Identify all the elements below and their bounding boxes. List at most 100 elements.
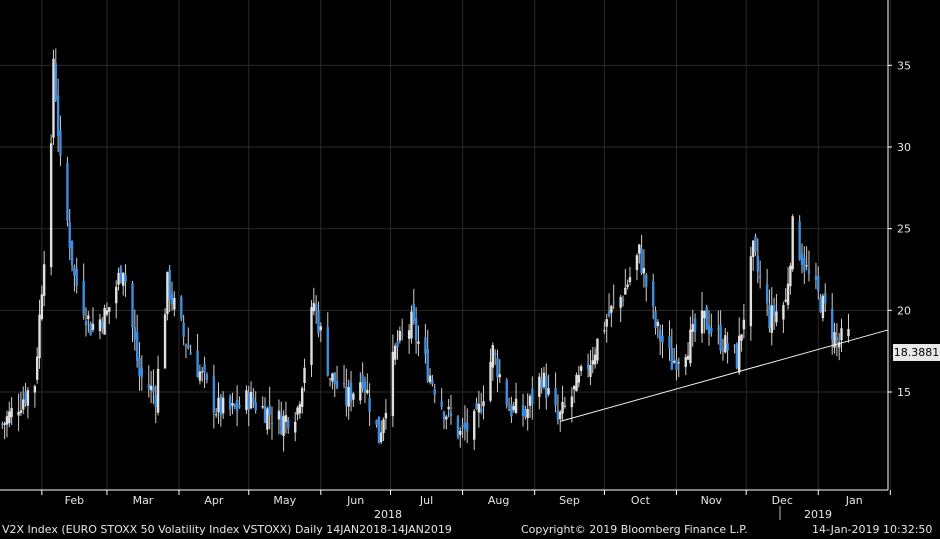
- candle-body: [724, 335, 727, 353]
- candle-body: [840, 328, 843, 341]
- candle-body: [505, 380, 508, 406]
- candle-body: [803, 257, 806, 272]
- candle-body: [375, 419, 378, 425]
- candle-body: [491, 345, 495, 368]
- candle-body: [124, 274, 127, 283]
- candle-body: [526, 409, 529, 419]
- candle-body: [407, 330, 411, 339]
- candle-body: [440, 401, 443, 407]
- candle-body: [270, 423, 274, 425]
- candle-body: [189, 352, 192, 355]
- candle-body: [749, 256, 753, 327]
- candle-body: [331, 373, 334, 382]
- candle-body: [521, 405, 525, 417]
- candle-body: [754, 236, 757, 252]
- candle-body: [300, 388, 304, 407]
- candle-body: [59, 130, 62, 156]
- candle-body: [40, 294, 44, 320]
- candle-body: [442, 412, 446, 420]
- x-axis-labels: Feb Mar Apr May Jun Jul Aug Sep Oct Nov Dec Jan 2018…: [41, 490, 891, 521]
- candle-body: [298, 404, 302, 414]
- candle-body: [642, 267, 646, 274]
- candle-body: [479, 408, 483, 412]
- candle-body: [261, 406, 264, 408]
- candle-body: [152, 386, 155, 393]
- candle-body: [52, 58, 55, 138]
- candle-body: [277, 410, 281, 420]
- candle-body: [445, 416, 448, 420]
- x-month-label: Dec: [772, 494, 793, 507]
- candle-body: [384, 412, 388, 419]
- candle-body: [326, 327, 329, 376]
- candle-body: [147, 384, 150, 389]
- x-month-label: Jul: [419, 494, 433, 507]
- candle-body: [733, 345, 736, 347]
- x-month-label: Jan: [845, 494, 863, 507]
- candle-body: [368, 397, 371, 412]
- candle-body: [751, 240, 755, 257]
- grid-lines: [0, 0, 891, 490]
- candle-body: [596, 338, 599, 361]
- candle-body: [196, 350, 199, 378]
- last-price-label: 18.3881: [893, 344, 940, 361]
- candle-body: [805, 265, 808, 267]
- candle-body: [314, 304, 318, 310]
- candle-body: [661, 335, 664, 343]
- candle-body: [359, 382, 362, 401]
- candle-body: [203, 364, 206, 373]
- candle-body: [296, 407, 299, 415]
- candle-body: [219, 396, 223, 416]
- candle-body: [496, 358, 499, 378]
- candle-body: [140, 367, 144, 378]
- candle-body: [691, 323, 694, 332]
- candle-body: [412, 303, 415, 322]
- candle-body: [784, 299, 787, 302]
- candle-body: [814, 276, 818, 280]
- candle-body: [235, 399, 239, 412]
- candle-body: [510, 403, 513, 417]
- y-axis-labels: 15 20 25 30 35: [888, 59, 911, 399]
- candle-body: [254, 402, 257, 411]
- x-month-label: Sep: [559, 494, 580, 507]
- candle-body: [156, 368, 160, 413]
- candle-body: [514, 398, 518, 413]
- candle-body: [489, 361, 492, 401]
- y-tick-label: 30: [897, 141, 911, 154]
- candle-body: [391, 351, 395, 417]
- candle-body: [626, 284, 629, 288]
- candle-body: [56, 95, 60, 137]
- candle-body: [280, 413, 283, 434]
- candle-body: [610, 305, 613, 313]
- candle-body: [798, 221, 801, 260]
- candle-body: [82, 281, 85, 316]
- candle-body: [233, 404, 236, 407]
- candle-body: [70, 240, 74, 266]
- candle-body: [540, 379, 543, 389]
- candle-body: [115, 286, 118, 304]
- candle-body: [807, 269, 811, 274]
- candle-body: [22, 399, 25, 410]
- candle-body: [765, 284, 769, 304]
- candle-body: [366, 389, 369, 394]
- candle-body: [542, 372, 546, 387]
- candle-body: [303, 367, 306, 383]
- candle-body: [817, 275, 820, 292]
- candle-body: [361, 374, 364, 389]
- candle-body: [400, 334, 404, 336]
- candle-body: [431, 379, 434, 384]
- candle-body: [3, 423, 6, 425]
- candle-body: [263, 406, 267, 424]
- candle-body: [772, 304, 776, 317]
- candle-body: [835, 337, 839, 341]
- candle-body: [735, 344, 739, 369]
- candle-body: [575, 374, 578, 392]
- x-month-label: May: [273, 494, 296, 507]
- candle-body: [182, 322, 185, 337]
- year-label-2019: 2019: [804, 508, 832, 521]
- candle-body: [563, 405, 567, 407]
- candle-body: [247, 392, 250, 411]
- candle-body: [770, 305, 773, 333]
- candle-body: [579, 366, 583, 371]
- candle-body: [493, 353, 497, 355]
